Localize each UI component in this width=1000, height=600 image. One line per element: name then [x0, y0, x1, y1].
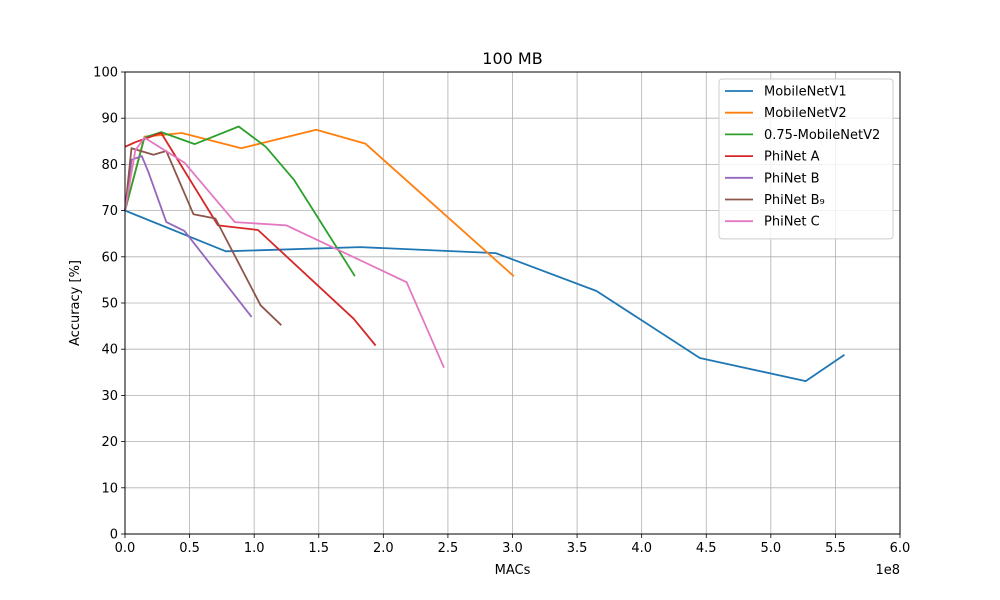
x-tick-label: 3.5	[567, 541, 588, 556]
x-tick-label: 4.5	[696, 541, 717, 556]
legend-label-phinet-a: PhiNet A	[764, 150, 820, 165]
series-lines	[124, 125, 846, 383]
series-line-0-75-mobilenetv2	[124, 125, 356, 277]
x-tick-label: 1.5	[308, 541, 329, 556]
x-axis-offset-label: 1e8	[875, 563, 900, 578]
x-tick-label: 3.0	[502, 541, 523, 556]
y-tick-label: 20	[101, 435, 118, 450]
legend-label-mobilenetv2: MobileNetV2	[764, 106, 847, 121]
x-tick-label: 5.0	[760, 541, 781, 556]
x-tick-label: 2.5	[438, 541, 459, 556]
y-tick-label: 70	[101, 204, 118, 219]
x-tick-label: 1.0	[244, 541, 265, 556]
y-tick-label: 10	[101, 481, 118, 496]
x-tick-label: 0.0	[115, 541, 136, 556]
series-line-mobilenetv1	[124, 209, 846, 383]
y-tick-label: 80	[101, 158, 118, 173]
x-tick-label: 0.5	[179, 541, 200, 556]
x-axis-label: MACs	[495, 563, 531, 578]
y-tick-label: 40	[101, 343, 118, 358]
x-tick-label: 2.0	[373, 541, 394, 556]
y-axis-label: Accuracy [%]	[68, 260, 83, 346]
series-line-phinet-b	[124, 155, 253, 318]
legend-label-0-75-mobilenetv2: 0.75-MobileNetV2	[764, 128, 880, 143]
y-tick-label: 50	[101, 297, 118, 312]
axis-ticks: 0.0 0.5 1.0 1.5 2.0 2.5 3.0 3.5 4.0 4.5 5.0 5.5 6.0 0…	[93, 66, 910, 557]
chart-title: 100 MB	[482, 49, 542, 68]
x-tick-label: 4.0	[631, 541, 652, 556]
legend-label-phinet-b: PhiNet B₉	[764, 193, 825, 208]
legend-label-mobilenetv1: MobileNetV1	[764, 85, 847, 100]
y-tick-label: 90	[101, 112, 118, 127]
legend: MobileNetV1 MobileNetV2 0.75-MobileNetV2 Ph…	[718, 78, 894, 240]
y-tick-label: 100	[93, 66, 118, 81]
y-tick-label: 60	[101, 250, 118, 265]
legend-box	[718, 78, 894, 240]
series-line-phinet-c	[124, 136, 445, 369]
y-tick-label: 0	[110, 528, 118, 543]
grid-lines	[124, 71, 901, 535]
legend-label-phinet-b: PhiNet B	[764, 171, 820, 186]
y-tick-label: 30	[101, 389, 118, 404]
legend-label-phinet-c: PhiNet C	[764, 215, 820, 230]
x-tick-label: 6.0	[890, 541, 911, 556]
x-tick-label: 5.5	[825, 541, 846, 556]
